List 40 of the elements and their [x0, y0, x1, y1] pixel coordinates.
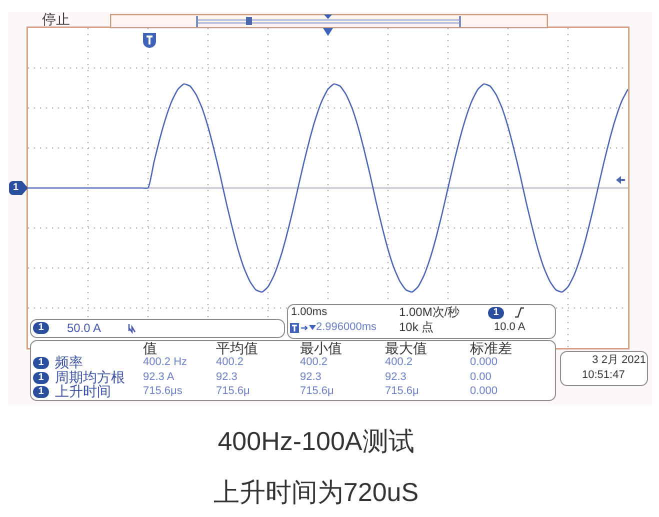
- text: 92.3: [385, 370, 406, 382]
- text: 值: [143, 340, 157, 356]
- text: 3 2月 2021: [592, 354, 646, 366]
- text: 1: [9, 181, 28, 195]
- text: 1.00M次/秒: [399, 305, 460, 319]
- text: 715.6μ: [216, 385, 250, 397]
- text: 标准差: [470, 340, 512, 356]
- text: 上升时间为720uS: [213, 477, 419, 507]
- text: 1: [33, 372, 49, 384]
- text: 周期均方根: [55, 368, 125, 384]
- text: 715.6μ: [385, 385, 419, 397]
- text: 10:51:47: [582, 369, 625, 381]
- text: 400Hz-100A测试: [218, 426, 414, 456]
- text: 92.3: [216, 370, 238, 382]
- text: 92.3 A: [143, 370, 174, 382]
- text: 1: [488, 307, 504, 319]
- text: 1.00ms: [291, 306, 328, 318]
- text: 400.2: [216, 356, 244, 368]
- text: 400.2: [385, 356, 413, 368]
- text: 715.6μ: [300, 385, 334, 397]
- text: 0.000: [470, 356, 498, 368]
- text: 10.0 A: [494, 321, 526, 333]
- text: 0.00: [470, 370, 492, 382]
- text: 0.000: [470, 385, 498, 397]
- text: 1: [33, 386, 49, 398]
- text: 上升时间: [55, 383, 111, 399]
- text: 最小值: [300, 340, 342, 356]
- text: 10k 点: [399, 320, 434, 334]
- text: 平均值: [216, 340, 258, 356]
- text: 停止: [42, 11, 70, 27]
- text: 400.2 Hz: [143, 356, 188, 368]
- text: 1: [33, 322, 49, 334]
- text: 1: [33, 357, 49, 369]
- text: 2.996000ms: [316, 321, 377, 333]
- text: 715.6μs: [143, 385, 182, 397]
- text: 最大值: [385, 340, 427, 356]
- text: 频率: [55, 354, 83, 370]
- text: 400.2: [300, 356, 328, 368]
- text: 92.3: [300, 370, 322, 382]
- text: 50.0 A: [67, 321, 102, 335]
